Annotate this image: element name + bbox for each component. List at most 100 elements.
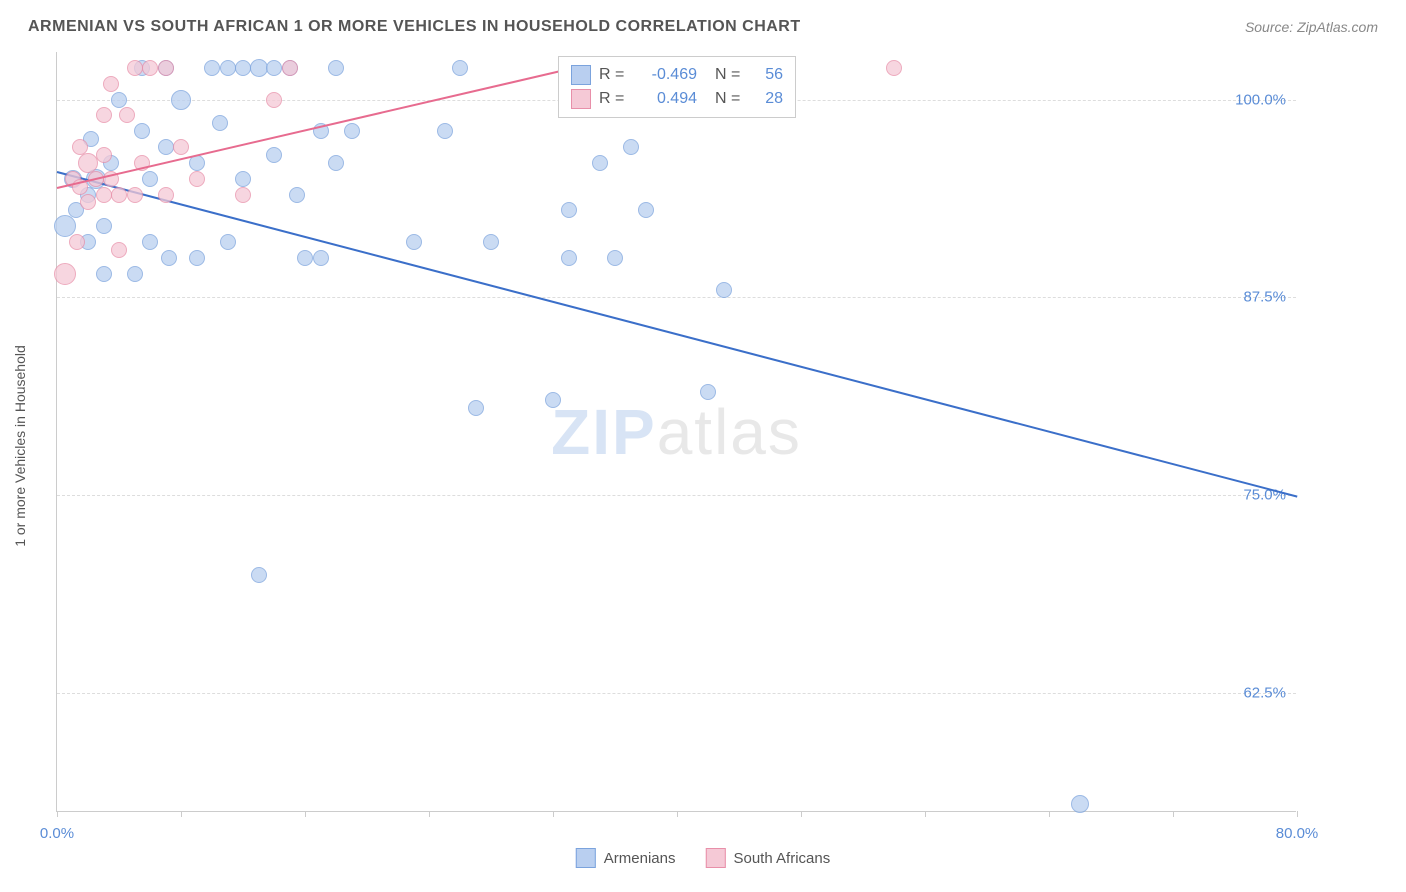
legend-correlation: R = -0.469 N = 56 R = 0.494 N = 28 bbox=[558, 56, 796, 118]
data-point bbox=[468, 400, 484, 416]
data-point bbox=[204, 60, 220, 76]
legend-row: R = -0.469 N = 56 bbox=[571, 63, 783, 87]
data-point bbox=[134, 123, 150, 139]
data-point bbox=[452, 60, 468, 76]
chart-title: ARMENIAN VS SOUTH AFRICAN 1 OR MORE VEHI… bbox=[28, 18, 801, 36]
data-point bbox=[103, 76, 119, 92]
data-point bbox=[127, 187, 143, 203]
data-point bbox=[700, 384, 716, 400]
data-point bbox=[96, 218, 112, 234]
data-point bbox=[189, 171, 205, 187]
data-point bbox=[111, 242, 127, 258]
data-point bbox=[212, 115, 228, 131]
data-point bbox=[561, 202, 577, 218]
legend-swatch bbox=[705, 848, 725, 868]
x-tick bbox=[925, 811, 926, 817]
data-point bbox=[437, 123, 453, 139]
plot-area: ZIPatlas 62.5%75.0%87.5%100.0%0.0%80.0% bbox=[56, 52, 1296, 812]
x-tick bbox=[181, 811, 182, 817]
data-point bbox=[96, 266, 112, 282]
data-point bbox=[111, 187, 127, 203]
x-tick bbox=[57, 811, 58, 817]
data-point bbox=[297, 250, 313, 266]
data-point bbox=[119, 107, 135, 123]
data-point bbox=[54, 263, 76, 285]
data-point bbox=[96, 187, 112, 203]
r-value: 0.494 bbox=[637, 90, 697, 108]
gridline bbox=[57, 495, 1296, 496]
data-point bbox=[1071, 795, 1089, 813]
data-point bbox=[266, 92, 282, 108]
x-tick bbox=[801, 811, 802, 817]
data-point bbox=[235, 187, 251, 203]
data-point bbox=[69, 234, 85, 250]
data-point bbox=[220, 60, 236, 76]
chart-source: Source: ZipAtlas.com bbox=[1245, 19, 1378, 35]
x-tick bbox=[677, 811, 678, 817]
data-point bbox=[161, 250, 177, 266]
y-tick-label: 100.0% bbox=[1235, 91, 1286, 108]
data-point bbox=[173, 139, 189, 155]
n-label: N = bbox=[715, 90, 745, 108]
n-value: 28 bbox=[753, 90, 783, 108]
data-point bbox=[171, 90, 191, 110]
data-point bbox=[328, 60, 344, 76]
data-point bbox=[158, 187, 174, 203]
gridline bbox=[57, 693, 1296, 694]
x-tick-label: 80.0% bbox=[1276, 825, 1319, 842]
data-point bbox=[716, 282, 732, 298]
data-point bbox=[289, 187, 305, 203]
data-point bbox=[142, 234, 158, 250]
data-point bbox=[251, 567, 267, 583]
data-point bbox=[607, 250, 623, 266]
data-point bbox=[623, 139, 639, 155]
chart-header: ARMENIAN VS SOUTH AFRICAN 1 OR MORE VEHI… bbox=[28, 18, 1378, 36]
data-point bbox=[545, 392, 561, 408]
data-point bbox=[266, 147, 282, 163]
y-tick-label: 62.5% bbox=[1243, 685, 1286, 702]
data-point bbox=[96, 147, 112, 163]
watermark: ZIPatlas bbox=[551, 395, 802, 469]
r-label: R = bbox=[599, 90, 629, 108]
x-tick-label: 0.0% bbox=[40, 825, 74, 842]
data-point bbox=[344, 123, 360, 139]
data-point bbox=[127, 266, 143, 282]
gridline bbox=[57, 297, 1296, 298]
data-point bbox=[328, 155, 344, 171]
data-point bbox=[282, 60, 298, 76]
data-point bbox=[127, 60, 143, 76]
legend-swatch bbox=[571, 65, 591, 85]
data-point bbox=[189, 250, 205, 266]
n-label: N = bbox=[715, 66, 745, 84]
x-tick bbox=[1049, 811, 1050, 817]
legend-swatch bbox=[576, 848, 596, 868]
data-point bbox=[158, 139, 174, 155]
data-point bbox=[111, 92, 127, 108]
data-point bbox=[406, 234, 422, 250]
data-point bbox=[220, 234, 236, 250]
series-name: Armenians bbox=[604, 850, 676, 867]
data-point bbox=[80, 194, 96, 210]
data-point bbox=[142, 171, 158, 187]
legend-bottom: ArmeniansSouth Africans bbox=[576, 848, 830, 868]
data-point bbox=[158, 60, 174, 76]
r-label: R = bbox=[599, 66, 629, 84]
data-point bbox=[54, 215, 76, 237]
y-axis-label: 1 or more Vehicles in Household bbox=[12, 345, 28, 547]
x-tick bbox=[305, 811, 306, 817]
legend-item: Armenians bbox=[576, 848, 676, 868]
data-point bbox=[266, 60, 282, 76]
y-tick-label: 87.5% bbox=[1243, 289, 1286, 306]
data-point bbox=[250, 59, 268, 77]
data-point bbox=[96, 107, 112, 123]
data-point bbox=[483, 234, 499, 250]
x-tick bbox=[429, 811, 430, 817]
data-point bbox=[235, 171, 251, 187]
n-value: 56 bbox=[753, 66, 783, 84]
legend-swatch bbox=[571, 89, 591, 109]
data-point bbox=[638, 202, 654, 218]
x-tick bbox=[553, 811, 554, 817]
data-point bbox=[561, 250, 577, 266]
trend-line bbox=[57, 171, 1297, 498]
r-value: -0.469 bbox=[637, 66, 697, 84]
